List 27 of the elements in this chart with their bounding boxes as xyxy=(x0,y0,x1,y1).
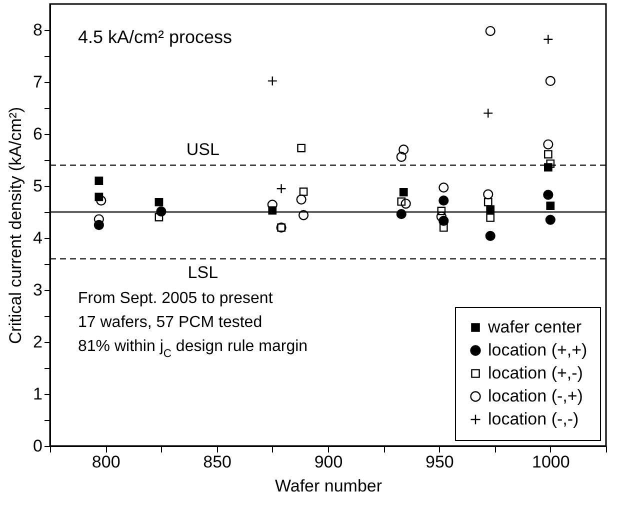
x-tick-label: 850 xyxy=(203,452,232,472)
y-tick-label: 2 xyxy=(33,332,42,352)
y-tick-label: 1 xyxy=(33,384,42,404)
x-tick-label: 950 xyxy=(426,452,454,472)
x-tick-label: 900 xyxy=(314,452,343,472)
ref-line-label: LSL xyxy=(188,262,218,282)
y-tick-label: 0 xyxy=(33,436,42,456)
legend-label: location (-,-) xyxy=(488,410,579,428)
y-tick-label: 3 xyxy=(33,280,42,300)
legend-label: location (+,-) xyxy=(488,364,583,382)
annotation: 4.5 kA/cm² process xyxy=(78,27,232,47)
ref-line-label: USL xyxy=(186,140,220,160)
legend-label: location (-,+) xyxy=(488,386,583,406)
legend-label: location (+,+) xyxy=(488,340,588,360)
annotation: 17 wafers, 57 PCM tested xyxy=(78,314,262,331)
legend-label: wafer center xyxy=(487,318,582,336)
x-axis-title: Wafer number xyxy=(274,476,382,496)
y-tick-label: 7 xyxy=(33,72,42,92)
y-tick-label: 5 xyxy=(33,176,42,196)
x-tick-label: 1000 xyxy=(532,452,570,472)
y-tick-label: 8 xyxy=(33,20,42,40)
annotation: 81% within j$_{C}$ design rule margin xyxy=(78,338,308,360)
y-axis-title: Critical current density (kA/cm²) xyxy=(6,106,26,344)
y-tick-label: 6 xyxy=(33,124,42,144)
annotation: From Sept. 2005 to present xyxy=(78,290,274,307)
y-tick-label: 4 xyxy=(33,228,42,248)
x-tick-label: 800 xyxy=(92,452,120,472)
